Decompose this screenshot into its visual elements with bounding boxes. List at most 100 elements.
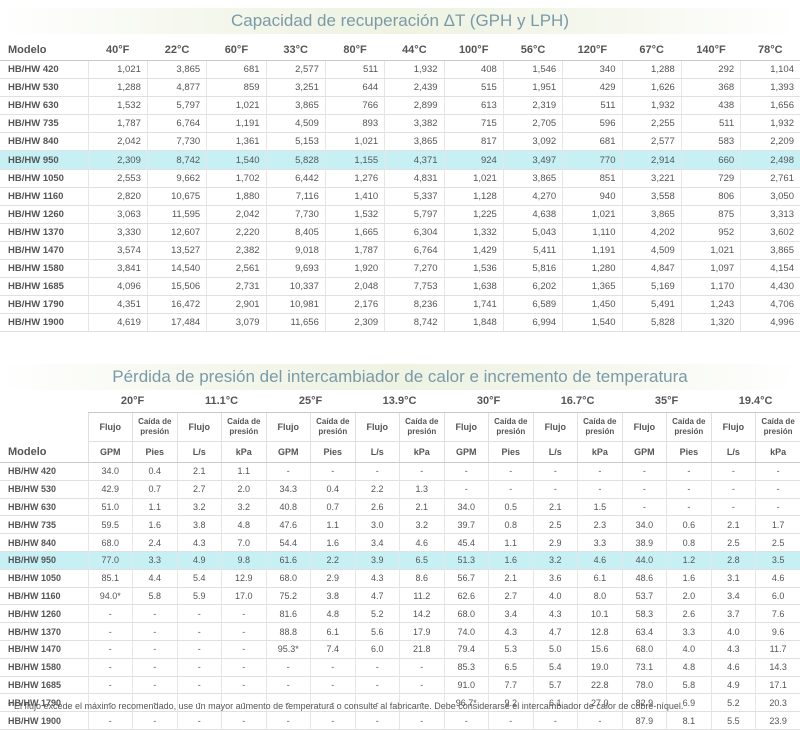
table-cell: 12.8	[577, 622, 623, 641]
table-cell: -	[87, 640, 133, 659]
table-cell: 1,155	[324, 150, 385, 170]
table-cell: -	[621, 498, 667, 517]
table-cell: 729	[680, 169, 741, 188]
table-cell: 1,170	[680, 277, 741, 297]
table-cell: -	[265, 658, 311, 677]
table-cell: 3.3	[666, 622, 712, 641]
table-cell: -	[666, 462, 712, 481]
table-row: HB/HW 1685- - - - - - - -91.0 7.7 5.7 22.8 78.0 5.8 4…	[0, 676, 800, 695]
table-cell: 5.8	[132, 587, 178, 606]
temperature-header: 25°F	[266, 390, 356, 413]
table-cell: 5.5	[710, 711, 756, 730]
table-cell: 1,361	[206, 132, 267, 152]
table-cell: 1,626	[621, 78, 682, 98]
table-cell: 79.4	[443, 640, 489, 659]
table-cell: 94.0*	[87, 587, 133, 606]
table-cell: 1,021	[206, 96, 267, 116]
table-cell: 7.0	[221, 533, 267, 552]
model-cell: HB/HW 1370	[0, 223, 89, 242]
table-cell: 5.0	[532, 640, 578, 659]
column-header: 56°C	[503, 40, 563, 61]
table-cell: 62.6	[443, 587, 489, 606]
table-cell: 4,202	[621, 223, 682, 242]
table-cell: 1,932	[384, 60, 445, 80]
table-cell: 893	[324, 114, 385, 134]
table-cell: 58.3	[621, 604, 667, 624]
column-header: 22°C	[147, 40, 207, 61]
table-cell: 5,169	[621, 277, 682, 297]
table-cell: 63.4	[621, 622, 667, 641]
table-cell: -	[577, 711, 623, 730]
table-cell: 1,532	[324, 205, 385, 224]
table-cell: 1,191	[206, 114, 267, 134]
table-cell: 75.2	[265, 587, 311, 606]
table-cell: 5.4	[176, 569, 222, 588]
table-cell: 10.1	[577, 604, 623, 624]
table-cell: 5.4	[532, 658, 578, 677]
table-cell: 770	[562, 150, 622, 170]
unit-header: Pies	[132, 441, 178, 463]
table-cell: 48.6	[621, 569, 667, 588]
table-cell: 1,365	[562, 277, 622, 297]
table-cell: 3,050	[740, 187, 800, 206]
table-cell: -	[132, 711, 178, 730]
table-cell: 2,899	[384, 96, 445, 116]
table-cell: 9,662	[146, 169, 207, 188]
table-row: HB/HW 1370 3,330 12,607 2,220 8,405 1,665 6,30…	[0, 223, 800, 242]
model-cell: HB/HW 1790	[0, 295, 89, 315]
table-cell: 4.8	[221, 515, 267, 535]
table-cell: 3,865	[740, 241, 800, 261]
table-cell: 2,498	[740, 150, 800, 170]
table-cell: 6.5	[488, 658, 534, 677]
table-row: HB/HW 420 1,021 3,865 681 2,577 511 1,932 408 1,…	[0, 60, 800, 80]
table-cell: 38.9	[621, 533, 667, 552]
table-row: HB/HW 1050 85.1 4.4 5.4 12.9 68.0 2.9 4.3 8.6 56.…	[0, 569, 800, 588]
table-cell: 4.6	[755, 569, 800, 588]
table-cell: 0.7	[132, 480, 178, 499]
table-cell: 5,797	[146, 96, 207, 116]
table-cell: 4,706	[740, 295, 800, 315]
table-cell: -	[443, 480, 489, 499]
table-row: HB/HW 1260 3,063 11,595 2,042 7,730 1,532 5,79…	[0, 205, 800, 224]
table-row: HB/HW 1790 4,351 16,472 2,901 10,981 2,176 8,2…	[0, 295, 800, 315]
table2-title: Pérdida de presión del intercambiador de…	[0, 364, 800, 390]
table-cell: 3.9	[354, 551, 400, 570]
table2-temperature-row: Modelo 20°F 11.1°C 25°F 13.9°C 30°F 16.7°C 35°F…	[0, 390, 800, 463]
table-cell: 6,589	[502, 295, 563, 315]
subheader-cell: Flujo	[87, 412, 133, 442]
table-cell: 1,097	[680, 259, 741, 279]
table-cell: -	[532, 462, 578, 481]
table-cell: 1,546	[502, 60, 563, 80]
table-row: HB/HW 1580- - - - - - - -85.3 6.5 5.4 19.0 73.1 4.8 4…	[0, 658, 800, 677]
table-cell: 4.0	[666, 640, 712, 659]
table-cell: 85.1	[87, 569, 133, 588]
model-cell: HB/HW 1685	[0, 676, 88, 695]
table-cell: 1,191	[562, 241, 622, 261]
table-cell: 511	[562, 96, 622, 116]
table-cell: 1,787	[87, 114, 148, 134]
table-cell: 4,509	[621, 241, 682, 261]
table-cell: 1,932	[740, 114, 800, 134]
table-cell: 2.9	[532, 533, 578, 552]
table-cell: -	[443, 462, 489, 481]
table-row: HB/HW 420 34.0 0.4 2.1 1.1- - - - - - - - - - - -	[0, 462, 800, 481]
table-cell: 3,092	[502, 132, 563, 152]
subheader-cell: Caída de presión	[310, 412, 356, 442]
table-cell: -	[310, 676, 356, 695]
table-cell: 1.5	[577, 498, 623, 517]
table-cell: 4.3	[176, 533, 222, 552]
table-cell: 3.2	[176, 498, 222, 517]
table-cell: 1,920	[324, 259, 385, 279]
table-cell: 68.0	[265, 569, 311, 588]
table-cell: 4,371	[384, 150, 445, 170]
table-cell: 6.1	[310, 622, 356, 641]
table-cell: 96.7*	[443, 693, 489, 713]
model-cell: HB/HW 950	[0, 551, 88, 570]
table-cell: 3,841	[87, 259, 148, 279]
table-cell: 1.6	[132, 515, 178, 535]
table-cell: 4,096	[87, 277, 148, 297]
subheader-cell: Flujo	[354, 412, 400, 442]
table-cell: 1,276	[324, 169, 385, 188]
table-cell: 4.3	[488, 622, 534, 641]
table-cell: 2.6	[354, 498, 400, 517]
